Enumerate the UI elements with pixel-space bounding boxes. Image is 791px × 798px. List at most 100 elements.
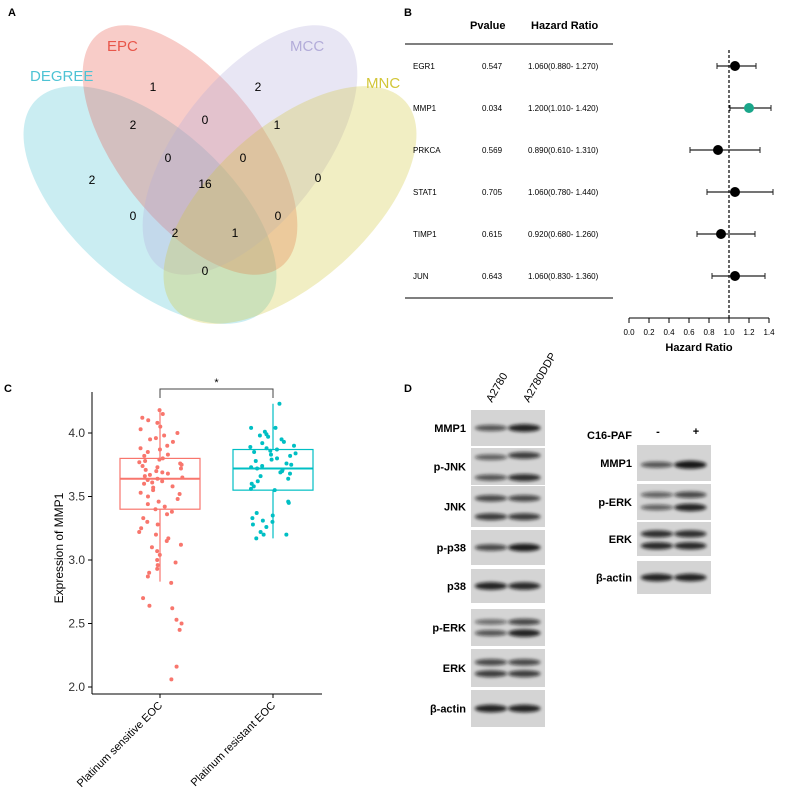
blot-right-erk: ERK <box>609 522 711 556</box>
data-point <box>150 480 155 485</box>
data-point <box>165 512 170 517</box>
protein-band <box>508 543 541 552</box>
blot-left-p38: p38 <box>447 569 545 603</box>
x-tick-label: 0.0 <box>623 328 635 337</box>
data-point <box>147 570 152 575</box>
data-point <box>178 466 183 471</box>
hr-point <box>716 229 726 239</box>
data-point <box>254 511 259 516</box>
x-tick-label: 0.8 <box>703 328 715 337</box>
venn-region-count: 0 <box>165 151 172 165</box>
x-tick-label: 0.4 <box>663 328 675 337</box>
y-tick-label: 3.0 <box>68 553 85 567</box>
protein-band <box>474 474 508 481</box>
data-point <box>156 499 161 504</box>
pvalue-cell: 0.705 <box>482 188 503 197</box>
blot-left-jnk: JNK <box>444 486 545 527</box>
blot-left-p-erk: p-ERK <box>432 609 545 646</box>
data-point <box>277 401 282 406</box>
data-point <box>258 474 263 479</box>
data-point <box>284 532 289 537</box>
y-tick-label: 3.5 <box>68 490 85 504</box>
data-point <box>160 456 165 461</box>
data-point <box>273 425 278 430</box>
data-point <box>155 476 160 481</box>
y-tick-label: 2.0 <box>68 680 85 694</box>
protein-band <box>508 659 541 666</box>
hr-point <box>730 61 740 71</box>
blot-row-label: JNK <box>444 502 466 514</box>
x-tick-label: 0.6 <box>683 328 695 337</box>
gene-label: EGR1 <box>413 62 435 71</box>
blot-strip <box>471 486 545 527</box>
data-point <box>250 522 255 527</box>
data-point <box>268 448 273 453</box>
data-point <box>272 488 277 493</box>
data-point <box>173 560 178 565</box>
data-point <box>170 606 175 611</box>
data-point <box>157 408 162 413</box>
data-point <box>153 507 158 512</box>
data-point <box>153 436 158 441</box>
data-point <box>143 458 148 463</box>
protein-band <box>508 495 541 502</box>
data-point <box>170 439 175 444</box>
blot-row-label: p-p38 <box>437 543 466 555</box>
blot-row-label: p-ERK <box>432 623 466 635</box>
data-point <box>260 518 265 523</box>
protein-band <box>474 659 508 666</box>
data-point <box>138 446 143 451</box>
pvalue-cell: 0.547 <box>482 62 503 71</box>
y-tick-label: 4.0 <box>68 426 85 440</box>
venn-region-count: 1 <box>274 118 281 132</box>
protein-band <box>508 451 541 459</box>
protein-band <box>474 582 508 590</box>
data-point <box>160 411 165 416</box>
venn-region-count: 1 <box>232 226 239 240</box>
x-tick-label: 1.2 <box>743 328 755 337</box>
data-point <box>138 490 143 495</box>
gene-label: STAT1 <box>413 188 437 197</box>
data-point <box>274 447 279 452</box>
protein-band <box>508 629 541 637</box>
data-point <box>179 462 184 467</box>
data-point <box>148 437 153 442</box>
data-point <box>175 497 180 502</box>
protein-band <box>474 513 508 521</box>
y-tick-label: 2.5 <box>68 617 85 631</box>
data-point <box>149 545 154 550</box>
data-point <box>249 425 254 430</box>
blot-row-label: ERK <box>609 534 632 546</box>
protein-band <box>640 573 674 582</box>
venn-set-degree <box>23 86 277 324</box>
pvalue-cell: 0.034 <box>482 104 503 113</box>
data-point <box>250 516 255 521</box>
protein-band <box>474 454 508 461</box>
data-point <box>137 530 142 535</box>
blot-row-label: p38 <box>447 581 466 593</box>
data-point <box>169 677 174 682</box>
x-tick-label: Platinum resistant EOC <box>189 700 278 789</box>
x-tick-label: Platinum sensitive EOC <box>75 700 165 790</box>
data-point <box>153 532 158 537</box>
protein-band <box>640 542 674 550</box>
data-point <box>151 488 156 493</box>
protein-band <box>508 424 541 432</box>
data-point <box>169 509 174 514</box>
hr-cell: 1.060(0.880- 1.270) <box>528 62 599 71</box>
protein-band <box>508 473 541 482</box>
box <box>232 448 314 491</box>
data-point <box>155 563 160 568</box>
blot-row-label: p-ERK <box>598 497 632 509</box>
blot-row-label: p-JNK <box>434 462 466 474</box>
venn-region-count: 0 <box>240 151 247 165</box>
panel-label-b: B <box>404 7 412 19</box>
data-point <box>175 431 180 435</box>
protein-band <box>474 424 508 432</box>
x-tick-label: 1.0 <box>723 328 735 337</box>
hr-cell: 1.200(1.010- 1.420) <box>528 104 599 113</box>
data-point <box>170 484 175 489</box>
protein-band <box>674 503 707 512</box>
data-point <box>142 453 147 458</box>
